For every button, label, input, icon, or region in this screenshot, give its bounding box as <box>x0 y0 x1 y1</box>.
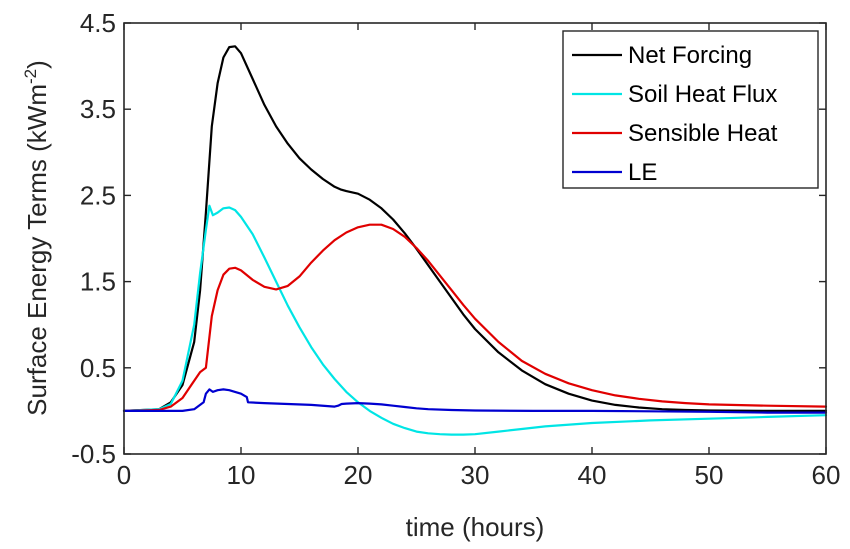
y-tick-label: -0.5 <box>71 439 116 469</box>
y-axis-title-main: Surface Energy Terms (kWm <box>22 84 52 416</box>
y-axis-title-close: ) <box>22 60 52 69</box>
y-tick-label: 3.5 <box>80 94 116 124</box>
legend-items: Net Forcing Soil Heat Flux Sensible Heat LE <box>572 42 778 186</box>
series-line-net-forcing <box>122 45 828 412</box>
legend-box <box>562 30 819 189</box>
x-tick-labels: 0 10 20 30 40 50 60 <box>117 460 841 490</box>
y-tick-label: 4.5 <box>80 8 116 38</box>
y-tick-label: 1.5 <box>80 267 116 297</box>
plot-frame <box>123 22 827 455</box>
x-axis-title: time (hours) <box>406 512 545 542</box>
legend-label-soil-heat-flux: Soil Heat Flux <box>628 81 777 108</box>
series-line-sensible-heat <box>122 223 828 412</box>
legend: Net Forcing Soil Heat Flux Sensible Heat LE <box>562 30 819 189</box>
y-axis-title: Surface Energy Terms (kWm-2) <box>21 60 52 416</box>
legend-label-le: LE <box>628 159 657 186</box>
y-tick-label: 0.5 <box>80 353 116 383</box>
x-tick-label: 30 <box>461 460 490 490</box>
legend-label-net-forcing: Net Forcing <box>628 42 752 69</box>
series-line-le <box>122 388 828 414</box>
x-tick-label: 60 <box>812 460 841 490</box>
x-tick-label: 0 <box>117 460 131 490</box>
x-tick-label: 50 <box>695 460 724 490</box>
y-tick-label: 2.5 <box>80 180 116 210</box>
x-tick-label: 40 <box>578 460 607 490</box>
y-axis-title-superscript: -2 <box>21 69 40 84</box>
x-tick-label: 20 <box>344 460 373 490</box>
series-line-soil-heat-flux <box>122 204 828 436</box>
series-layer <box>122 45 828 436</box>
legend-label-sensible-heat: Sensible Heat <box>628 120 778 147</box>
x-tick-label: 10 <box>227 460 256 490</box>
y-tick-labels: -0.5 0.5 1.5 2.5 3.5 4.5 <box>71 8 116 469</box>
